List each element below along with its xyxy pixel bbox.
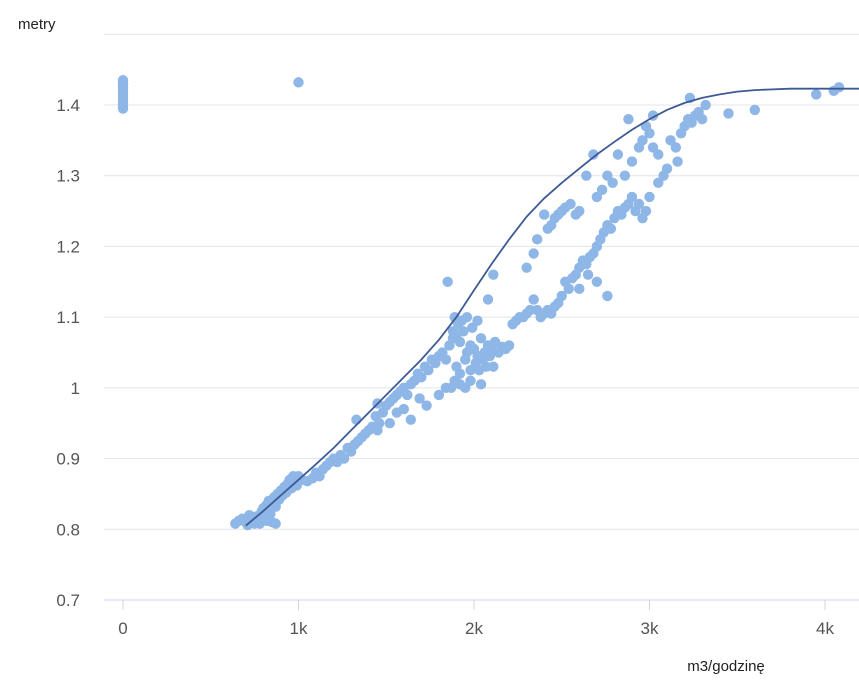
fit-line-group xyxy=(245,87,859,527)
y-tick-label: 0.9 xyxy=(56,450,80,469)
axes: 0.7 0.8 0.9 1 1.1 1.2 1.3 1.4 0 1k 2k 3k 4k xyxy=(56,96,859,638)
data-point xyxy=(670,142,682,153)
x-tick-label: 3k xyxy=(641,619,659,638)
data-point xyxy=(563,283,574,295)
data-point xyxy=(602,290,613,302)
data-point xyxy=(405,414,417,425)
y-tick-label: 1.1 xyxy=(56,308,80,327)
data-point xyxy=(447,326,459,337)
data-point xyxy=(588,149,599,160)
y-tick-label: 1 xyxy=(71,379,80,398)
x-tick-label: 2k xyxy=(465,619,483,638)
data-point xyxy=(574,283,585,295)
y-tick-label: 1.4 xyxy=(56,96,80,115)
data-point xyxy=(591,276,603,287)
data-point xyxy=(465,375,476,386)
grid xyxy=(104,33,859,530)
data-point xyxy=(528,248,539,259)
data-point xyxy=(521,262,532,273)
data-point xyxy=(465,364,476,376)
data-point xyxy=(475,379,487,390)
data-point xyxy=(460,354,471,365)
data-point xyxy=(607,177,618,188)
data-point xyxy=(488,269,499,280)
data-point xyxy=(574,205,585,217)
data-point xyxy=(351,414,362,425)
x-tick-label: 0 xyxy=(118,619,127,638)
data-point xyxy=(596,184,608,196)
data-point xyxy=(440,382,452,394)
data-point xyxy=(556,290,567,302)
data-point xyxy=(653,149,664,160)
data-point xyxy=(467,322,478,333)
data-point xyxy=(602,170,613,181)
data-point xyxy=(372,425,383,436)
data-point xyxy=(384,418,395,429)
data-points xyxy=(117,75,845,531)
data-point xyxy=(117,75,129,86)
y-tick-label: 1.3 xyxy=(56,167,80,186)
data-point xyxy=(672,156,683,167)
data-point xyxy=(402,389,413,401)
data-point xyxy=(416,372,427,383)
data-point xyxy=(623,113,634,125)
data-point xyxy=(637,135,648,146)
data-point xyxy=(503,340,515,351)
data-point xyxy=(723,108,734,119)
data-point xyxy=(647,142,659,153)
data-point xyxy=(626,191,638,203)
data-point xyxy=(454,336,466,348)
data-point xyxy=(461,311,473,323)
data-point xyxy=(528,294,539,305)
y-tick-label: 0.7 xyxy=(56,591,80,610)
data-point xyxy=(626,156,638,167)
data-point xyxy=(460,382,471,394)
data-point xyxy=(484,350,495,362)
data-point xyxy=(531,234,543,245)
data-point xyxy=(270,518,281,529)
data-point xyxy=(338,453,350,464)
data-point xyxy=(640,205,652,217)
data-point xyxy=(700,99,711,111)
data-point xyxy=(475,333,487,344)
data-point xyxy=(696,113,708,125)
data-point xyxy=(539,209,550,220)
data-point xyxy=(612,149,624,160)
data-point xyxy=(398,403,409,415)
data-point xyxy=(619,170,631,181)
data-point xyxy=(423,364,434,376)
data-point xyxy=(565,198,576,210)
data-point xyxy=(661,163,673,174)
data-point xyxy=(591,191,603,203)
y-tick-label: 0.8 xyxy=(56,520,80,539)
fit-line xyxy=(245,87,859,527)
data-point xyxy=(482,294,494,305)
y-axis-label: metry xyxy=(18,16,56,33)
data-point xyxy=(811,89,822,100)
data-point xyxy=(749,104,760,116)
data-point xyxy=(454,368,466,379)
data-point xyxy=(582,269,594,280)
x-tick-label: 4k xyxy=(816,619,834,638)
data-point xyxy=(293,77,304,88)
data-point xyxy=(581,170,592,181)
data-point xyxy=(633,198,645,210)
data-point xyxy=(442,276,453,287)
data-point xyxy=(605,223,617,234)
data-point xyxy=(472,315,483,326)
data-point xyxy=(488,361,499,372)
data-point xyxy=(433,389,445,401)
x-tick-label: 1k xyxy=(290,619,308,638)
y-tick-label: 1.2 xyxy=(56,237,80,256)
data-point xyxy=(414,393,425,404)
data-point xyxy=(665,135,676,146)
data-point xyxy=(458,326,469,337)
data-point xyxy=(653,177,664,188)
data-point xyxy=(644,191,655,203)
data-point xyxy=(440,354,452,365)
x-axis-label: m3/godzinę xyxy=(687,658,765,675)
data-point xyxy=(833,82,845,93)
data-point xyxy=(421,400,432,411)
